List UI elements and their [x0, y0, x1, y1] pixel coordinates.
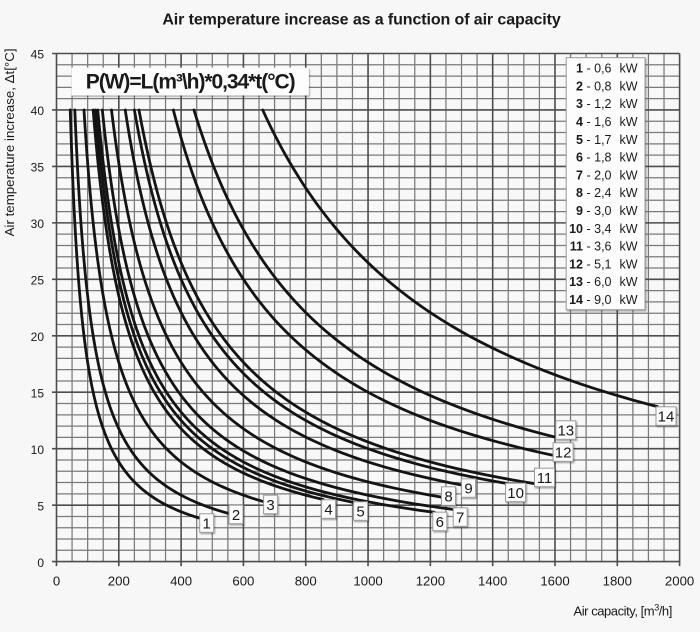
svg-text:Air capacity, [m3/h]: Air capacity, [m3/h] [574, 603, 672, 619]
svg-text:5: 5 [356, 503, 364, 520]
svg-text:10: 10 [507, 485, 524, 502]
svg-text:kW: kW [620, 222, 638, 236]
svg-text:kW: kW [620, 293, 638, 307]
svg-text:1600: 1600 [540, 574, 569, 589]
svg-text:6: 6 [436, 514, 444, 531]
svg-text:- 1,2: - 1,2 [587, 97, 612, 111]
svg-text:- 3,0: - 3,0 [587, 204, 612, 218]
svg-text:kW: kW [620, 62, 638, 76]
svg-text:3: 3 [576, 97, 583, 111]
svg-text:- 0,6: - 0,6 [587, 62, 612, 76]
svg-text:- 5,1: - 5,1 [587, 257, 612, 271]
svg-text:1: 1 [203, 515, 211, 532]
svg-text:- 2,4: - 2,4 [587, 186, 612, 200]
svg-text:- 3,4: - 3,4 [587, 222, 612, 236]
svg-text:12: 12 [555, 444, 572, 461]
svg-text:P(W)=L(m³\h)*0,34*t(°C): P(W)=L(m³\h)*0,34*t(°C) [86, 71, 295, 94]
svg-text:0: 0 [53, 574, 60, 589]
svg-text:0: 0 [37, 556, 44, 570]
svg-text:6: 6 [576, 151, 583, 165]
svg-text:1800: 1800 [603, 574, 632, 589]
svg-text:30: 30 [31, 217, 45, 231]
svg-text:400: 400 [170, 574, 192, 589]
svg-text:12: 12 [569, 257, 583, 271]
svg-text:5: 5 [576, 133, 583, 147]
svg-text:- 9,0: - 9,0 [587, 293, 612, 307]
svg-text:20: 20 [31, 330, 45, 344]
svg-text:kW: kW [620, 240, 638, 254]
svg-text:- 1,6: - 1,6 [587, 115, 612, 129]
svg-text:200: 200 [108, 574, 130, 589]
svg-text:kW: kW [620, 204, 638, 218]
svg-text:4: 4 [576, 115, 583, 129]
svg-text:1: 1 [576, 62, 583, 76]
svg-text:10: 10 [31, 443, 45, 457]
svg-text:9: 9 [464, 480, 472, 497]
svg-text:kW: kW [620, 186, 638, 200]
svg-text:13: 13 [569, 275, 583, 289]
svg-text:kW: kW [620, 97, 638, 111]
svg-text:kW: kW [620, 151, 638, 165]
svg-text:11: 11 [537, 470, 553, 487]
svg-text:Air temperature increase, Δt[°: Air temperature increase, Δt[°C] [2, 48, 17, 236]
svg-text:8: 8 [444, 488, 452, 505]
svg-text:7: 7 [576, 168, 583, 182]
svg-text:- 3,6: - 3,6 [587, 240, 612, 254]
svg-text:800: 800 [295, 574, 317, 589]
svg-text:- 0,8: - 0,8 [587, 79, 612, 93]
svg-text:10: 10 [569, 222, 583, 236]
svg-text:7: 7 [456, 509, 464, 526]
svg-text:2000: 2000 [665, 574, 694, 589]
svg-text:5: 5 [37, 499, 44, 513]
svg-text:8: 8 [576, 186, 583, 200]
svg-text:kW: kW [620, 275, 638, 289]
svg-text:kW: kW [620, 79, 638, 93]
svg-text:600: 600 [232, 574, 254, 589]
svg-text:4: 4 [324, 501, 332, 518]
svg-text:kW: kW [620, 115, 638, 129]
svg-text:40: 40 [31, 104, 45, 118]
svg-text:13: 13 [557, 422, 574, 439]
svg-text:2: 2 [232, 507, 240, 524]
svg-text:2: 2 [576, 79, 583, 93]
svg-text:1400: 1400 [478, 574, 507, 589]
svg-text:35: 35 [31, 161, 45, 175]
svg-text:kW: kW [620, 257, 638, 271]
svg-text:1000: 1000 [353, 574, 382, 589]
svg-text:kW: kW [620, 168, 638, 182]
svg-text:45: 45 [31, 48, 45, 62]
svg-text:3: 3 [266, 497, 274, 514]
svg-text:14: 14 [658, 408, 675, 425]
svg-text:14: 14 [569, 293, 583, 307]
svg-text:9: 9 [576, 204, 583, 218]
svg-text:- 1,8: - 1,8 [587, 151, 612, 165]
svg-text:kW: kW [620, 133, 638, 147]
svg-text:11: 11 [570, 240, 583, 254]
svg-text:15: 15 [31, 386, 45, 400]
svg-text:25: 25 [31, 274, 45, 288]
svg-text:1200: 1200 [416, 574, 445, 589]
svg-text:- 2,0: - 2,0 [587, 168, 612, 182]
svg-text:- 6,0: - 6,0 [587, 275, 612, 289]
svg-text:Air temperature increase as a: Air temperature increase as a function o… [162, 12, 561, 29]
svg-text:- 1,7: - 1,7 [587, 133, 612, 147]
